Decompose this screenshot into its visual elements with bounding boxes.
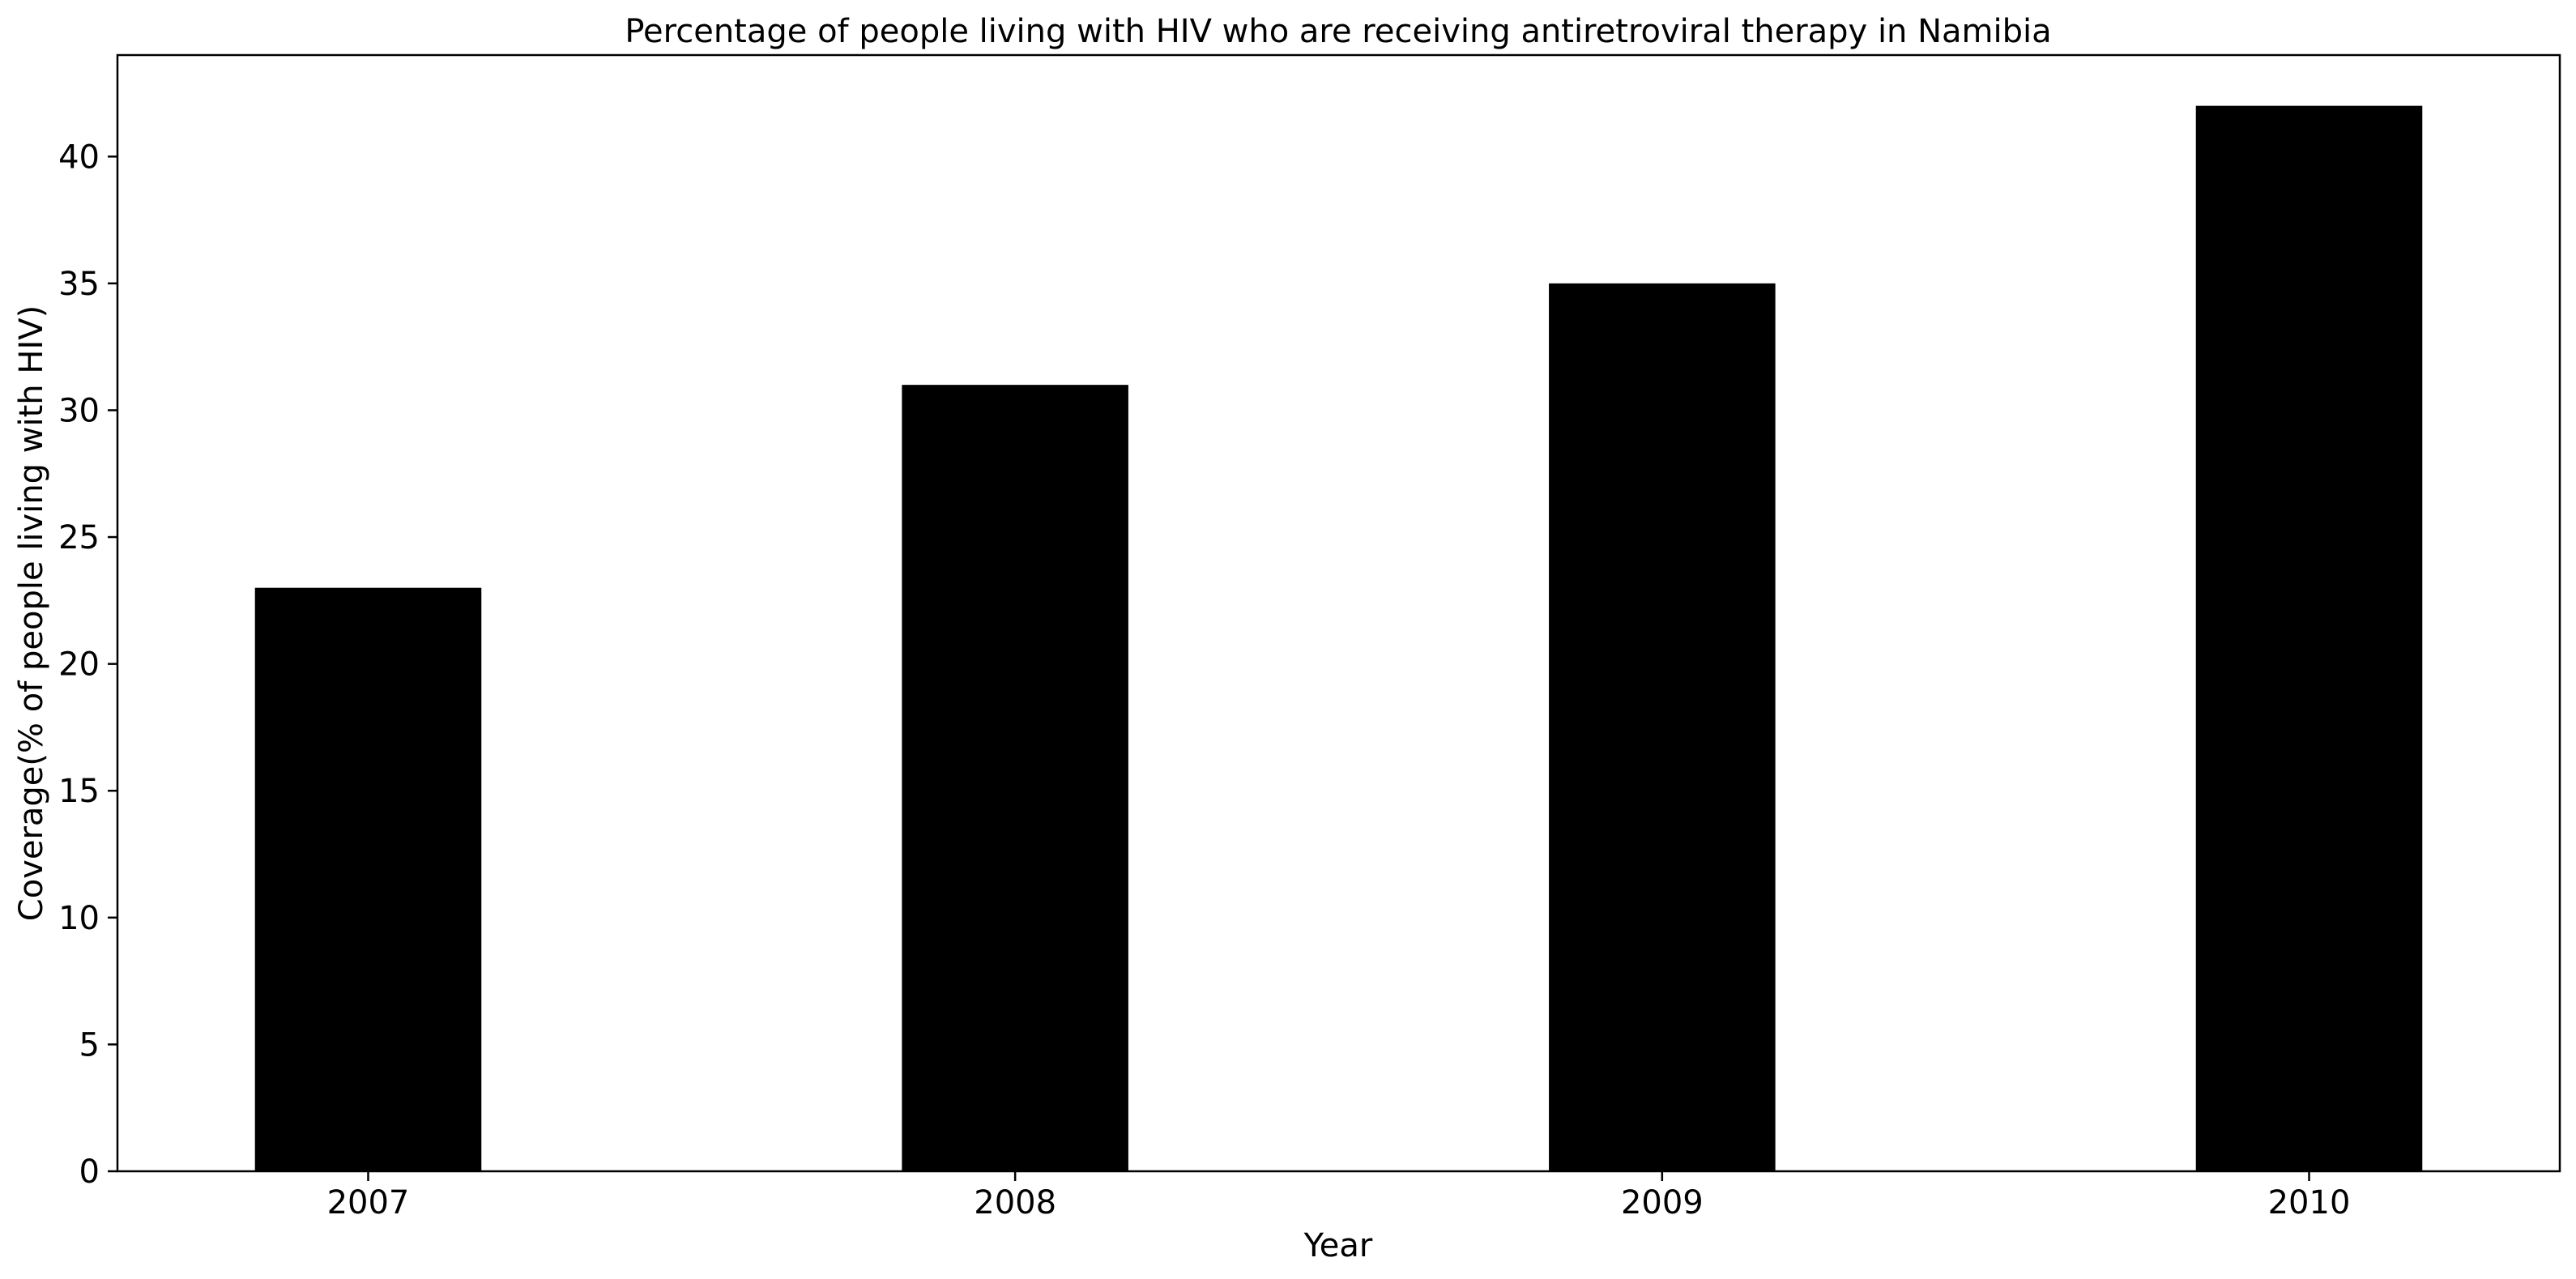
bar-2007 (254, 587, 482, 1171)
y-tick-label-10: 10 (58, 900, 100, 937)
x-tick-label-2009: 2009 (1621, 1184, 1704, 1221)
bar-2010 (2195, 105, 2423, 1172)
y-tick-label-30: 30 (58, 392, 100, 429)
x-tick-label-2007: 2007 (327, 1184, 410, 1221)
plot-frame (116, 53, 2561, 1173)
y-tick-label-0: 0 (79, 1153, 100, 1191)
bar-2009 (1549, 283, 1776, 1171)
y-tick-label-25: 25 (58, 519, 100, 556)
bar-2008 (902, 385, 1128, 1171)
x-tick-label-2008: 2008 (974, 1184, 1056, 1221)
x-tick-label-2010: 2010 (2268, 1184, 2351, 1221)
y-tick-label-5: 5 (79, 1026, 100, 1064)
chart-title: Percentage of people living with HIV who… (625, 13, 2051, 50)
y-tick-label-15: 15 (58, 773, 100, 810)
x-axis-label: Year (1303, 1227, 1373, 1264)
y-axis: 0 5 10 15 20 25 30 35 40 (58, 139, 117, 1191)
y-tick-label-35: 35 (58, 266, 100, 303)
x-axis: 2007 2008 2009 2010 (327, 1171, 2351, 1221)
y-axis-label: Coverage(% of people living with HIV) (13, 305, 50, 921)
y-tick-label-20: 20 (58, 646, 100, 684)
y-tick-label-40: 40 (58, 139, 100, 176)
bars (254, 105, 2423, 1172)
